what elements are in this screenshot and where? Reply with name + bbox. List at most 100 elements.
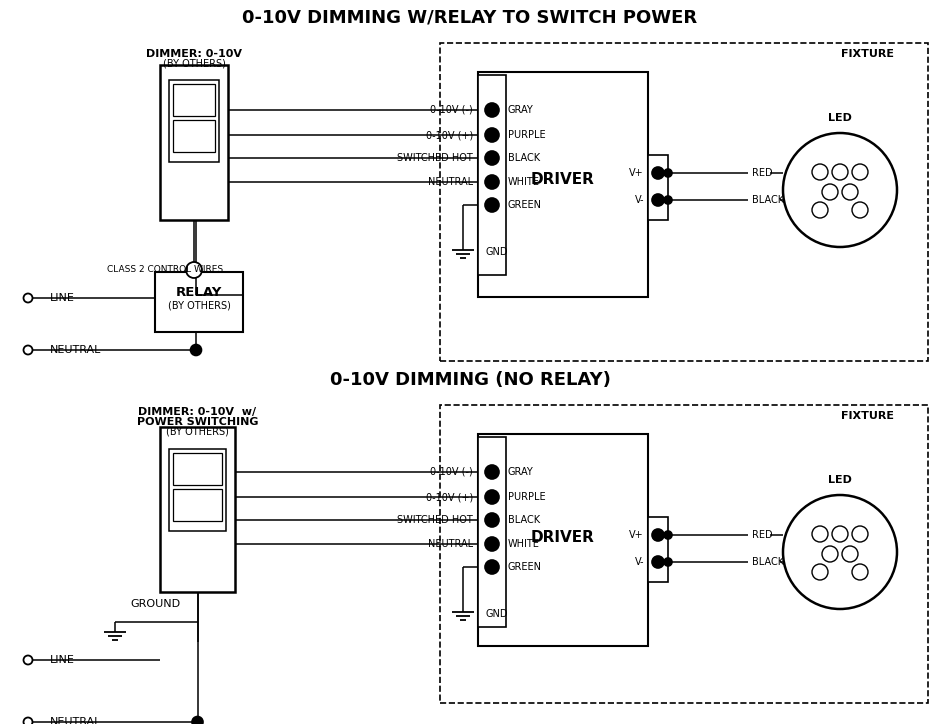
Circle shape (652, 167, 664, 179)
Text: DIMMER: 0-10V  w/: DIMMER: 0-10V w/ (138, 407, 257, 417)
Text: V+: V+ (630, 530, 644, 540)
Text: GREEN: GREEN (508, 562, 542, 572)
Circle shape (842, 546, 858, 562)
Circle shape (822, 184, 838, 200)
Text: GRAY: GRAY (508, 105, 534, 115)
Circle shape (852, 564, 868, 580)
Bar (173, 489, 222, 521)
Text: 0-10V DIMMING (NO RELAY): 0-10V DIMMING (NO RELAY) (330, 371, 610, 389)
Circle shape (485, 151, 499, 165)
Circle shape (485, 128, 499, 142)
Circle shape (822, 546, 838, 562)
Text: GROUND: GROUND (130, 599, 180, 609)
Text: V-: V- (634, 195, 644, 205)
Text: NEUTRAL: NEUTRAL (50, 717, 102, 724)
Circle shape (783, 133, 897, 247)
Text: DRIVER: DRIVER (531, 529, 595, 544)
Circle shape (832, 526, 848, 542)
Bar (478, 72, 648, 297)
Circle shape (24, 345, 33, 355)
Text: GRAY: GRAY (508, 467, 534, 477)
Text: GND: GND (485, 247, 508, 257)
Text: POWER SWITCHING: POWER SWITCHING (136, 417, 258, 427)
Circle shape (664, 169, 672, 177)
Circle shape (485, 198, 499, 212)
Text: DIMMER: 0-10V: DIMMER: 0-10V (146, 49, 242, 59)
Text: DRIVER: DRIVER (531, 172, 595, 188)
Circle shape (783, 495, 897, 609)
Text: BLACK: BLACK (752, 195, 784, 205)
Text: CLASS 2 CONTROL WIRES: CLASS 2 CONTROL WIRES (107, 264, 223, 274)
Circle shape (652, 529, 664, 541)
Bar (648, 155, 668, 220)
Circle shape (186, 262, 202, 278)
Circle shape (852, 526, 868, 542)
Text: FIXTURE: FIXTURE (841, 49, 895, 59)
Circle shape (812, 164, 828, 180)
Text: NEUTRAL: NEUTRAL (50, 345, 102, 355)
Bar (440, 405, 928, 703)
Text: V+: V+ (630, 168, 644, 178)
Text: RED: RED (752, 530, 773, 540)
Text: (BY OTHERS): (BY OTHERS) (163, 58, 226, 68)
Text: GND: GND (485, 609, 508, 619)
Circle shape (485, 537, 499, 551)
Text: WHITE: WHITE (508, 177, 540, 187)
Bar (478, 434, 648, 646)
Circle shape (485, 490, 499, 504)
Text: 0-10V DIMMING W/RELAY TO SWITCH POWER: 0-10V DIMMING W/RELAY TO SWITCH POWER (243, 9, 697, 27)
Text: SWITCHED HOT: SWITCHED HOT (398, 153, 473, 163)
Bar (169, 80, 219, 162)
Text: LED: LED (828, 113, 852, 123)
Bar (160, 427, 235, 592)
Text: (BY OTHERS): (BY OTHERS) (166, 427, 229, 437)
Circle shape (842, 184, 858, 200)
Text: PURPLE: PURPLE (508, 492, 545, 502)
Text: 0-10V (+): 0-10V (+) (426, 130, 473, 140)
Text: WHITE: WHITE (508, 539, 540, 549)
Circle shape (852, 164, 868, 180)
Circle shape (24, 717, 33, 724)
Circle shape (485, 465, 499, 479)
Circle shape (191, 345, 201, 355)
Circle shape (485, 175, 499, 189)
Text: GREEN: GREEN (508, 200, 542, 210)
Bar (173, 84, 215, 116)
Text: LINE: LINE (50, 655, 75, 665)
Bar (478, 437, 506, 627)
Circle shape (485, 513, 499, 527)
Circle shape (652, 194, 664, 206)
Text: NEUTRAL: NEUTRAL (428, 539, 473, 549)
Circle shape (652, 556, 664, 568)
Circle shape (812, 564, 828, 580)
Circle shape (485, 103, 499, 117)
Text: 0-10V (-): 0-10V (-) (431, 105, 473, 115)
Text: PURPLE: PURPLE (508, 130, 545, 140)
Text: V-: V- (634, 557, 644, 567)
Circle shape (664, 531, 672, 539)
Bar (648, 517, 668, 582)
Text: SWITCHED HOT: SWITCHED HOT (398, 515, 473, 525)
Bar (173, 120, 215, 152)
Text: NEUTRAL: NEUTRAL (428, 177, 473, 187)
Circle shape (664, 558, 672, 566)
Bar (173, 453, 222, 485)
Text: BLACK: BLACK (508, 153, 540, 163)
Circle shape (852, 202, 868, 218)
Bar (440, 43, 928, 361)
Circle shape (832, 164, 848, 180)
Text: (BY OTHERS): (BY OTHERS) (167, 300, 230, 310)
Text: LINE: LINE (50, 293, 75, 303)
Text: FIXTURE: FIXTURE (841, 411, 895, 421)
Circle shape (24, 655, 33, 665)
Circle shape (24, 293, 33, 303)
Text: 0-10V (+): 0-10V (+) (426, 492, 473, 502)
Circle shape (192, 717, 203, 724)
Circle shape (812, 526, 828, 542)
Text: RED: RED (752, 168, 773, 178)
Circle shape (485, 560, 499, 574)
Bar (160, 65, 228, 220)
Circle shape (812, 202, 828, 218)
Text: LED: LED (828, 475, 852, 485)
Bar (155, 272, 243, 332)
